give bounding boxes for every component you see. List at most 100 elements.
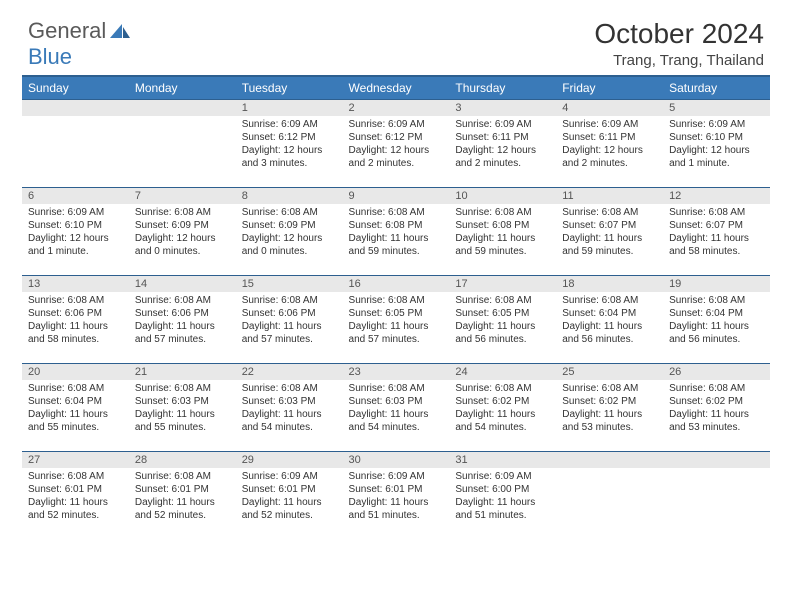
day-number: 30 — [343, 452, 450, 468]
calendar-cell: 18Sunrise: 6:08 AMSunset: 6:04 PMDayligh… — [556, 276, 663, 364]
weekday-header: Thursday — [449, 76, 556, 100]
calendar-cell: 1Sunrise: 6:09 AMSunset: 6:12 PMDaylight… — [236, 100, 343, 188]
calendar-row: 6Sunrise: 6:09 AMSunset: 6:10 PMDaylight… — [22, 188, 770, 276]
calendar-cell: 3Sunrise: 6:09 AMSunset: 6:11 PMDaylight… — [449, 100, 556, 188]
day-details: Sunrise: 6:08 AMSunset: 6:07 PMDaylight:… — [556, 204, 663, 262]
month-title: October 2024 — [594, 18, 764, 50]
calendar-cell: 5Sunrise: 6:09 AMSunset: 6:10 PMDaylight… — [663, 100, 770, 188]
day-details: Sunrise: 6:08 AMSunset: 6:01 PMDaylight:… — [129, 468, 236, 526]
day-number: 31 — [449, 452, 556, 468]
day-details: Sunrise: 6:08 AMSunset: 6:01 PMDaylight:… — [22, 468, 129, 526]
calendar-cell: 22Sunrise: 6:08 AMSunset: 6:03 PMDayligh… — [236, 364, 343, 452]
calendar-cell: 6Sunrise: 6:09 AMSunset: 6:10 PMDaylight… — [22, 188, 129, 276]
day-number: 14 — [129, 276, 236, 292]
day-number: 12 — [663, 188, 770, 204]
calendar-cell: 16Sunrise: 6:08 AMSunset: 6:05 PMDayligh… — [343, 276, 450, 364]
calendar-cell: 24Sunrise: 6:08 AMSunset: 6:02 PMDayligh… — [449, 364, 556, 452]
weekday-header: Saturday — [663, 76, 770, 100]
calendar-row: 13Sunrise: 6:08 AMSunset: 6:06 PMDayligh… — [22, 276, 770, 364]
weekday-header: Tuesday — [236, 76, 343, 100]
calendar-cell: 14Sunrise: 6:08 AMSunset: 6:06 PMDayligh… — [129, 276, 236, 364]
day-details — [663, 468, 770, 528]
day-details: Sunrise: 6:09 AMSunset: 6:00 PMDaylight:… — [449, 468, 556, 526]
day-number: 20 — [22, 364, 129, 380]
day-details — [556, 468, 663, 528]
calendar-body: 1Sunrise: 6:09 AMSunset: 6:12 PMDaylight… — [22, 100, 770, 540]
day-details: Sunrise: 6:08 AMSunset: 6:08 PMDaylight:… — [343, 204, 450, 262]
day-number: 8 — [236, 188, 343, 204]
day-details: Sunrise: 6:08 AMSunset: 6:05 PMDaylight:… — [343, 292, 450, 350]
calendar-wrapper: SundayMondayTuesdayWednesdayThursdayFrid… — [0, 75, 792, 540]
calendar-cell: 12Sunrise: 6:08 AMSunset: 6:07 PMDayligh… — [663, 188, 770, 276]
day-details: Sunrise: 6:08 AMSunset: 6:08 PMDaylight:… — [449, 204, 556, 262]
day-details: Sunrise: 6:08 AMSunset: 6:04 PMDaylight:… — [22, 380, 129, 438]
weekday-header: Sunday — [22, 76, 129, 100]
calendar-cell: 31Sunrise: 6:09 AMSunset: 6:00 PMDayligh… — [449, 452, 556, 540]
day-number: 3 — [449, 100, 556, 116]
day-number — [129, 100, 236, 116]
day-number: 24 — [449, 364, 556, 380]
calendar-row: 1Sunrise: 6:09 AMSunset: 6:12 PMDaylight… — [22, 100, 770, 188]
calendar-cell: 4Sunrise: 6:09 AMSunset: 6:11 PMDaylight… — [556, 100, 663, 188]
day-details: Sunrise: 6:08 AMSunset: 6:04 PMDaylight:… — [663, 292, 770, 350]
calendar-cell: 21Sunrise: 6:08 AMSunset: 6:03 PMDayligh… — [129, 364, 236, 452]
day-details: Sunrise: 6:09 AMSunset: 6:01 PMDaylight:… — [236, 468, 343, 526]
day-number — [556, 452, 663, 468]
day-number: 25 — [556, 364, 663, 380]
calendar-cell: 7Sunrise: 6:08 AMSunset: 6:09 PMDaylight… — [129, 188, 236, 276]
weekday-row: SundayMondayTuesdayWednesdayThursdayFrid… — [22, 76, 770, 100]
day-number: 4 — [556, 100, 663, 116]
day-details: Sunrise: 6:08 AMSunset: 6:02 PMDaylight:… — [449, 380, 556, 438]
day-details: Sunrise: 6:08 AMSunset: 6:03 PMDaylight:… — [129, 380, 236, 438]
day-details: Sunrise: 6:08 AMSunset: 6:06 PMDaylight:… — [22, 292, 129, 350]
calendar-row: 20Sunrise: 6:08 AMSunset: 6:04 PMDayligh… — [22, 364, 770, 452]
calendar-cell-empty — [22, 100, 129, 188]
day-details: Sunrise: 6:08 AMSunset: 6:07 PMDaylight:… — [663, 204, 770, 262]
day-number: 7 — [129, 188, 236, 204]
day-number: 29 — [236, 452, 343, 468]
weekday-header: Friday — [556, 76, 663, 100]
calendar-cell: 19Sunrise: 6:08 AMSunset: 6:04 PMDayligh… — [663, 276, 770, 364]
calendar-cell: 23Sunrise: 6:08 AMSunset: 6:03 PMDayligh… — [343, 364, 450, 452]
day-details — [22, 116, 129, 176]
calendar-cell: 25Sunrise: 6:08 AMSunset: 6:02 PMDayligh… — [556, 364, 663, 452]
day-number — [663, 452, 770, 468]
day-details: Sunrise: 6:08 AMSunset: 6:05 PMDaylight:… — [449, 292, 556, 350]
calendar-cell: 13Sunrise: 6:08 AMSunset: 6:06 PMDayligh… — [22, 276, 129, 364]
day-number: 11 — [556, 188, 663, 204]
day-number: 15 — [236, 276, 343, 292]
day-number: 27 — [22, 452, 129, 468]
day-number: 1 — [236, 100, 343, 116]
day-details: Sunrise: 6:09 AMSunset: 6:01 PMDaylight:… — [343, 468, 450, 526]
calendar-cell-empty — [556, 452, 663, 540]
title-block: October 2024 Trang, Trang, Thailand — [594, 18, 764, 69]
day-number: 22 — [236, 364, 343, 380]
day-details: Sunrise: 6:09 AMSunset: 6:11 PMDaylight:… — [449, 116, 556, 174]
logo: General — [28, 18, 134, 44]
day-details: Sunrise: 6:09 AMSunset: 6:11 PMDaylight:… — [556, 116, 663, 174]
calendar-cell: 17Sunrise: 6:08 AMSunset: 6:05 PMDayligh… — [449, 276, 556, 364]
calendar-table: SundayMondayTuesdayWednesdayThursdayFrid… — [22, 75, 770, 540]
calendar-row: 27Sunrise: 6:08 AMSunset: 6:01 PMDayligh… — [22, 452, 770, 540]
day-number: 28 — [129, 452, 236, 468]
logo-sail-icon — [108, 22, 132, 40]
day-number: 19 — [663, 276, 770, 292]
location: Trang, Trang, Thailand — [594, 52, 764, 69]
calendar-cell: 9Sunrise: 6:08 AMSunset: 6:08 PMDaylight… — [343, 188, 450, 276]
calendar-cell: 26Sunrise: 6:08 AMSunset: 6:02 PMDayligh… — [663, 364, 770, 452]
day-details: Sunrise: 6:09 AMSunset: 6:10 PMDaylight:… — [22, 204, 129, 262]
weekday-header: Wednesday — [343, 76, 450, 100]
day-details — [129, 116, 236, 176]
day-number: 5 — [663, 100, 770, 116]
calendar-cell: 8Sunrise: 6:08 AMSunset: 6:09 PMDaylight… — [236, 188, 343, 276]
day-details: Sunrise: 6:08 AMSunset: 6:06 PMDaylight:… — [236, 292, 343, 350]
calendar-cell-empty — [663, 452, 770, 540]
day-number: 6 — [22, 188, 129, 204]
calendar-head: SundayMondayTuesdayWednesdayThursdayFrid… — [22, 76, 770, 100]
day-number: 13 — [22, 276, 129, 292]
day-number: 21 — [129, 364, 236, 380]
day-details: Sunrise: 6:08 AMSunset: 6:06 PMDaylight:… — [129, 292, 236, 350]
calendar-cell: 20Sunrise: 6:08 AMSunset: 6:04 PMDayligh… — [22, 364, 129, 452]
calendar-cell: 29Sunrise: 6:09 AMSunset: 6:01 PMDayligh… — [236, 452, 343, 540]
day-details: Sunrise: 6:08 AMSunset: 6:09 PMDaylight:… — [236, 204, 343, 262]
